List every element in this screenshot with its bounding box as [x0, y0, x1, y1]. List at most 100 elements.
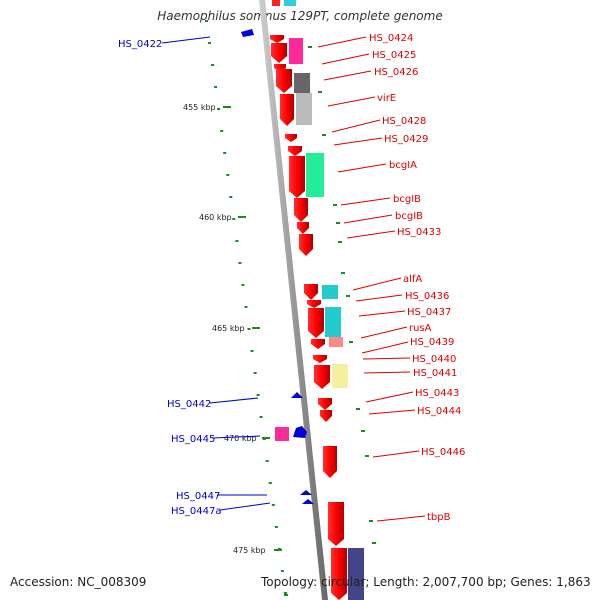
- gene-label-leaders: [161, 36, 426, 522]
- guide-dot: [241, 284, 245, 286]
- guide-dot: [244, 306, 248, 308]
- gene-label[interactable]: HS_0429: [384, 134, 428, 145]
- guide-dot: [220, 130, 224, 132]
- gene-arrow-forward: [307, 300, 321, 308]
- gene-label[interactable]: HS_0441: [413, 368, 457, 379]
- feature-block: [306, 153, 324, 197]
- gene-label[interactable]: HS_0442: [167, 399, 211, 410]
- gene-label[interactable]: bcgIA: [389, 160, 417, 171]
- leader-line: [368, 409, 416, 415]
- leader-line: [331, 119, 381, 133]
- feature-blocks: [275, 38, 364, 600]
- gene-label[interactable]: HS_0425: [372, 50, 416, 61]
- gene-arrow-forward: [285, 134, 297, 142]
- gene-arrow-forward: [304, 284, 318, 300]
- gene-arrow-forward: [276, 69, 292, 93]
- guide-dot: [322, 134, 326, 136]
- gene-label[interactable]: bcgIB: [395, 211, 423, 222]
- leader-line: [321, 53, 370, 65]
- forward-genes: [270, 35, 347, 600]
- tick-mark: [223, 106, 231, 108]
- guide-dot: [211, 64, 215, 66]
- gene-label[interactable]: HS_0437: [407, 307, 451, 318]
- gene-label[interactable]: HS_0443: [415, 388, 459, 399]
- guide-dot: [346, 295, 350, 297]
- tick-label: 460 kbp: [199, 213, 232, 222]
- guide-dot: [229, 196, 233, 198]
- guide-dot: [265, 460, 269, 462]
- guide-dot: [283, 592, 287, 594]
- guide-dot: [256, 394, 260, 396]
- accession-text: Accession: NC_008309: [10, 575, 147, 589]
- gene-arrow-reverse: [300, 490, 312, 495]
- guide-dot: [247, 328, 251, 330]
- gene-arrow-forward: [271, 43, 287, 63]
- leader-line: [352, 277, 402, 291]
- guide-dot: [308, 46, 312, 48]
- guide-dot: [253, 372, 257, 374]
- gene-arrow-forward: [314, 365, 330, 389]
- guide-dot: [250, 350, 254, 352]
- gene-label[interactable]: HS_0426: [374, 67, 418, 78]
- leader-line: [219, 502, 271, 511]
- guide-dot: [238, 262, 242, 264]
- gene-label[interactable]: HS_0440: [412, 354, 456, 365]
- gene-label[interactable]: rusA: [409, 323, 432, 334]
- guide-dot: [361, 430, 365, 432]
- guide-dot: [336, 222, 340, 224]
- guide-dot: [232, 218, 236, 220]
- leader-line: [333, 137, 383, 146]
- feature-block: [332, 364, 348, 388]
- gene-label[interactable]: HS_0428: [382, 116, 426, 127]
- gene-label[interactable]: HS_0446: [421, 447, 465, 458]
- feature-block: [348, 548, 364, 600]
- gene-arrow-forward: [294, 198, 308, 222]
- tick-mark: [252, 327, 260, 329]
- gene-arrow-forward: [288, 146, 302, 156]
- guide-dot: [365, 455, 369, 457]
- guide-dot: [369, 520, 373, 522]
- guide-dot: [226, 174, 230, 176]
- leader-line: [323, 70, 372, 81]
- leader-line: [337, 163, 387, 173]
- gene-label[interactable]: HS_0445: [171, 434, 215, 445]
- tick-dots: [205, 20, 376, 596]
- gene-label[interactable]: alfA: [403, 274, 422, 285]
- feature-block: [329, 337, 343, 347]
- gene-arrow-forward: [313, 355, 327, 363]
- leader-line: [327, 96, 376, 107]
- gene-arrow-forward: [270, 35, 284, 43]
- map-title: Haemophilus somnus 129PT, complete genom…: [157, 9, 443, 23]
- guide-dot: [205, 20, 208, 22]
- leader-line: [363, 371, 411, 374]
- genome-backbone: [259, 0, 328, 600]
- gene-label[interactable]: HS_0433: [397, 227, 441, 238]
- gene-arrow-forward: [311, 339, 325, 349]
- guide-dot: [268, 482, 272, 484]
- gene-label[interactable]: HS_0436: [405, 291, 449, 302]
- gene-label[interactable]: HS_0444: [417, 406, 461, 417]
- guide-dot: [349, 341, 353, 343]
- gene-label[interactable]: HS_0447: [176, 491, 220, 502]
- gene-label[interactable]: HS_0439: [410, 337, 454, 348]
- gene-label[interactable]: tbpB: [427, 512, 451, 523]
- tick-label: 455 kbp: [183, 103, 216, 112]
- gene-label[interactable]: HS_0424: [369, 33, 413, 44]
- gene-label[interactable]: bcgIB: [393, 194, 421, 205]
- tick-label: 470 kbp: [224, 434, 257, 443]
- gene-label[interactable]: HS_0422: [118, 39, 162, 50]
- guide-dot: [333, 204, 337, 206]
- leader-line: [365, 391, 414, 403]
- gene-label[interactable]: virE: [377, 93, 396, 104]
- leader-line: [346, 230, 396, 239]
- guide-dot: [208, 42, 211, 44]
- leader-line: [360, 326, 408, 339]
- gene-arrow-forward: [320, 410, 332, 422]
- tick-label: 475 kbp: [233, 546, 266, 555]
- guide-dot: [341, 272, 345, 274]
- tick-labels: 455 kbp 460 kbp 465 kbp 470 kbp 475 kbp: [183, 103, 282, 555]
- gene-label[interactable]: HS_0447a: [171, 506, 221, 517]
- gene-arrow-forward: [331, 548, 347, 600]
- gene-arrow-reverse: [241, 29, 254, 37]
